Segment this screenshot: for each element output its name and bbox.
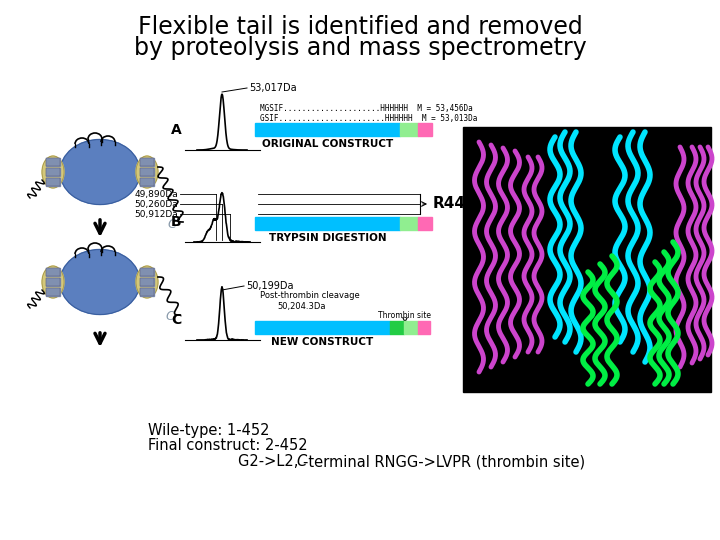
Ellipse shape [42, 266, 64, 298]
FancyBboxPatch shape [390, 321, 404, 334]
FancyBboxPatch shape [140, 268, 154, 276]
Text: 50,912Da: 50,912Da [134, 210, 178, 219]
Ellipse shape [136, 156, 158, 188]
Text: C: C [296, 455, 306, 469]
Text: HIS: HIS [420, 325, 428, 330]
FancyBboxPatch shape [400, 123, 418, 136]
Text: Wile-type: 1-452: Wile-type: 1-452 [148, 422, 269, 437]
Text: HIS: HIS [420, 221, 430, 226]
Text: 49,890Da: 49,890Da [134, 190, 178, 199]
Text: N: N [42, 171, 52, 184]
Text: -terminal RNGG->LVPR (thrombin site): -terminal RNGG->LVPR (thrombin site) [303, 455, 585, 469]
Text: C: C [166, 310, 174, 323]
FancyBboxPatch shape [140, 288, 154, 296]
Text: 53,017Da: 53,017Da [249, 83, 297, 93]
Text: GlpT: GlpT [307, 217, 339, 230]
FancyBboxPatch shape [140, 158, 154, 166]
Text: MGSIF.....................HHHHHH  M = 53,456Da: MGSIF.....................HHHHHH M = 53,… [260, 104, 473, 112]
FancyBboxPatch shape [140, 278, 154, 286]
FancyBboxPatch shape [404, 321, 418, 334]
Text: GlpT: GlpT [307, 123, 339, 136]
FancyBboxPatch shape [418, 321, 430, 334]
FancyBboxPatch shape [46, 278, 60, 286]
Text: Thrombin site: Thrombin site [379, 312, 431, 321]
Text: R449: R449 [433, 197, 477, 212]
Text: 50,260Da: 50,260Da [134, 199, 178, 208]
FancyBboxPatch shape [255, 217, 400, 230]
Text: HIS: HIS [420, 127, 430, 132]
FancyBboxPatch shape [400, 217, 418, 230]
FancyBboxPatch shape [140, 178, 154, 186]
FancyBboxPatch shape [255, 321, 390, 334]
Text: B: B [171, 215, 181, 229]
Text: 50,199Da: 50,199Da [246, 281, 294, 291]
Ellipse shape [42, 156, 64, 188]
Bar [463, 127, 711, 392]
Text: Final construct: 2-452: Final construct: 2-452 [148, 438, 307, 454]
Text: 50,204.3Da: 50,204.3Da [277, 301, 325, 310]
FancyBboxPatch shape [46, 168, 60, 176]
Text: MYC: MYC [403, 127, 415, 132]
Text: ORIGINAL CONSTRUCT: ORIGINAL CONSTRUCT [262, 139, 393, 149]
FancyBboxPatch shape [46, 268, 60, 276]
Text: TRYPSIN DIGESTION: TRYPSIN DIGESTION [269, 233, 387, 243]
FancyBboxPatch shape [418, 123, 432, 136]
Ellipse shape [136, 266, 158, 298]
Text: C: C [171, 313, 181, 327]
FancyBboxPatch shape [255, 123, 400, 136]
Text: C: C [168, 218, 176, 231]
Ellipse shape [60, 249, 140, 314]
Text: by proteolysis and mass spectrometry: by proteolysis and mass spectrometry [134, 36, 586, 60]
Text: Flexible tail is identified and removed: Flexible tail is identified and removed [138, 15, 582, 39]
Ellipse shape [60, 139, 140, 205]
FancyBboxPatch shape [46, 178, 60, 186]
FancyBboxPatch shape [46, 158, 60, 166]
Text: A: A [171, 123, 181, 137]
Text: N: N [42, 280, 52, 294]
Text: GlpT: GlpT [302, 321, 334, 334]
FancyBboxPatch shape [140, 168, 154, 176]
FancyBboxPatch shape [46, 288, 60, 296]
Text: MYC: MYC [403, 221, 415, 226]
Text: Post-thrombin cleavage: Post-thrombin cleavage [260, 292, 360, 300]
Text: GSIF.......................HHHHHH  M = 53,013Da: GSIF.......................HHHHHH M = 53… [260, 114, 477, 124]
Text: MYC: MYC [406, 325, 416, 330]
FancyBboxPatch shape [418, 217, 432, 230]
Text: NEW CONSTRUCT: NEW CONSTRUCT [271, 337, 374, 347]
Text: G2->L2,: G2->L2, [238, 455, 303, 469]
